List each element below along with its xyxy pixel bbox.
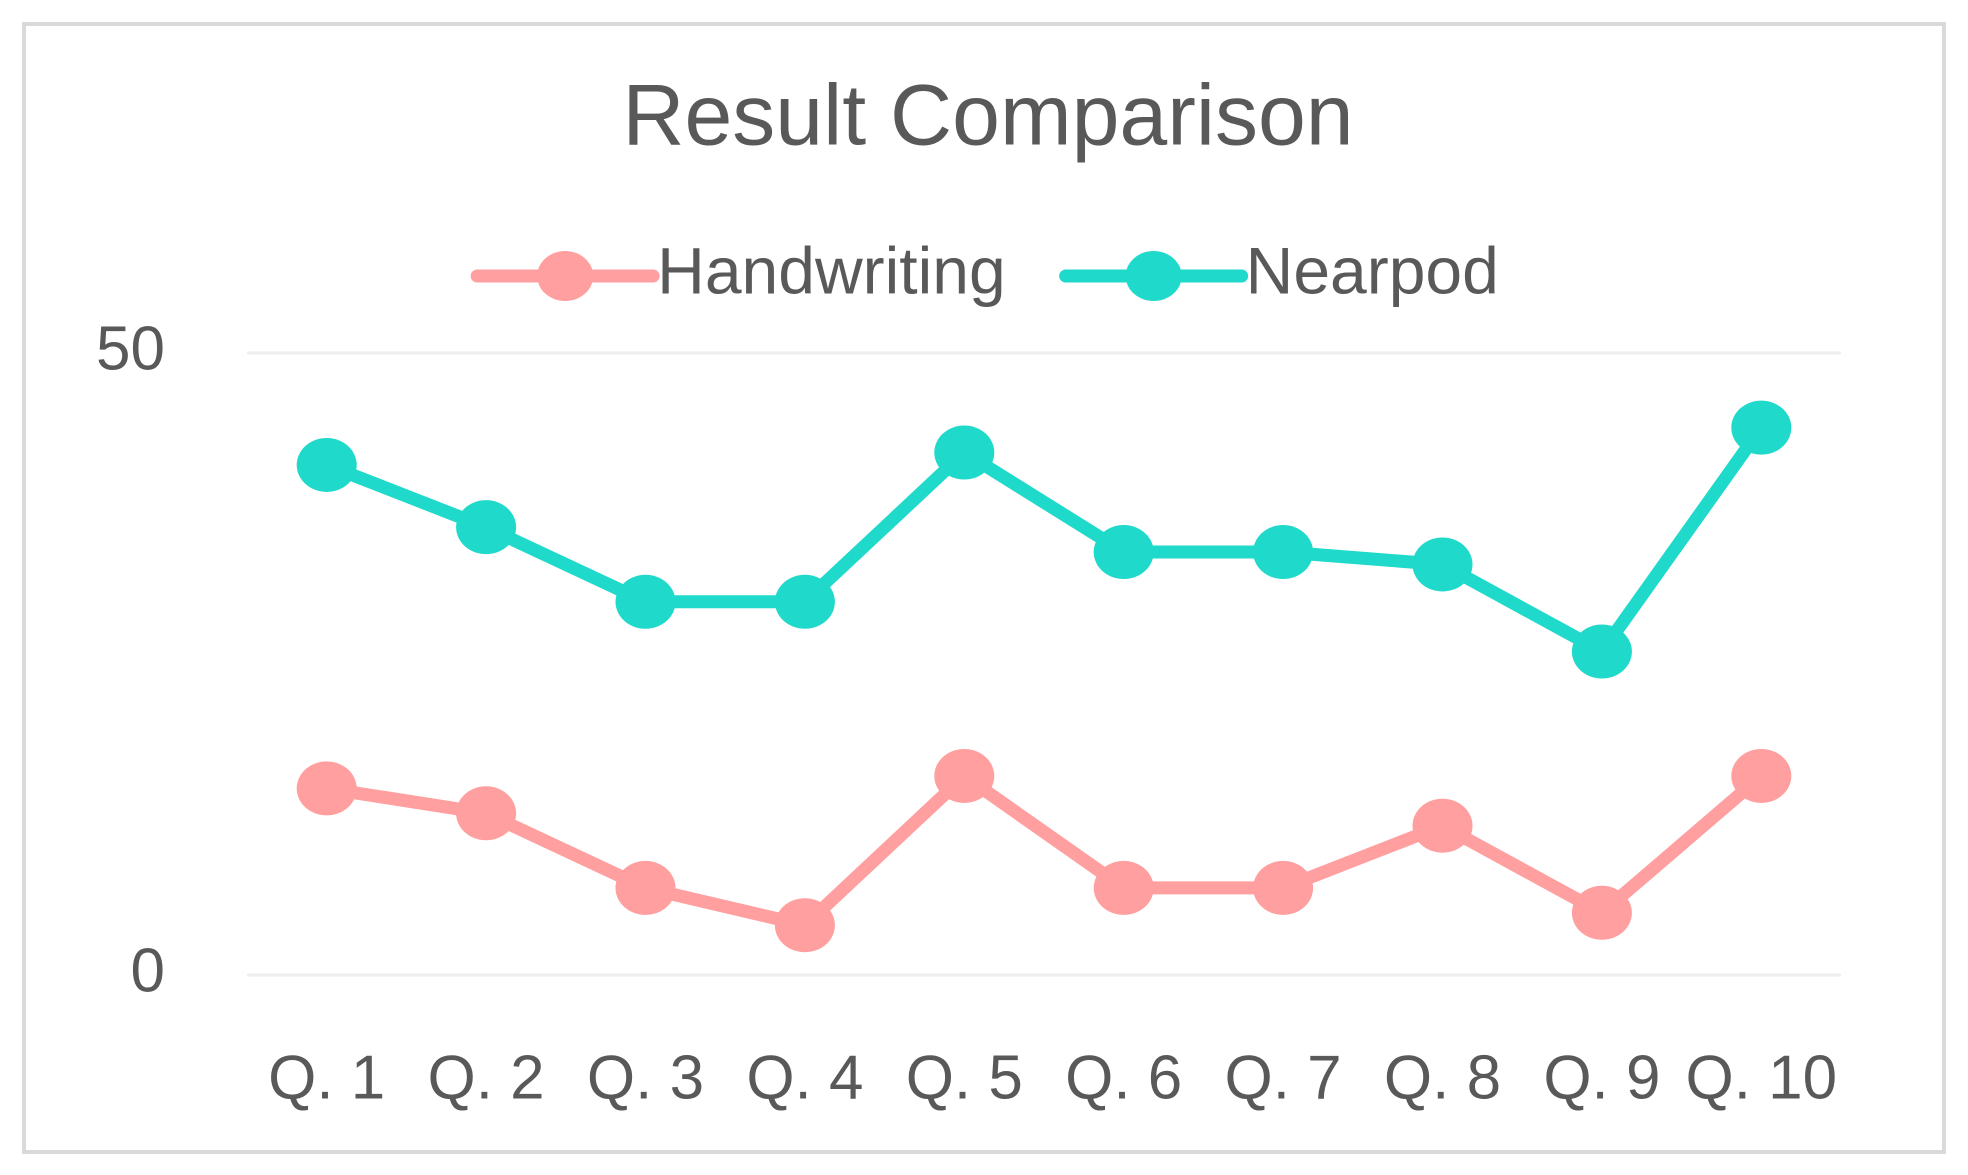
x-tick-label: Q. 6 xyxy=(1065,1043,1182,1112)
x-tick-label: Q. 10 xyxy=(1685,1043,1837,1112)
x-tick-label: Q. 7 xyxy=(1225,1043,1342,1112)
data-point xyxy=(774,574,835,629)
data-point xyxy=(1731,400,1792,455)
series-line xyxy=(324,423,1767,659)
x-tick-label: Q. 4 xyxy=(746,1043,863,1112)
chart-border xyxy=(22,22,1946,1154)
data-point xyxy=(615,574,676,629)
data-point xyxy=(456,786,517,841)
data-point xyxy=(1093,525,1154,580)
x-tick-label: Q. 1 xyxy=(268,1043,385,1112)
series-line xyxy=(325,769,1766,932)
data-point xyxy=(1093,860,1154,915)
data-point xyxy=(1412,537,1473,592)
legend-label: Nearpod xyxy=(1246,233,1499,307)
data-point xyxy=(1253,525,1314,580)
x-tick-label: Q. 5 xyxy=(906,1043,1023,1112)
data-point xyxy=(1253,860,1314,915)
data-point xyxy=(296,761,357,816)
legend-marker xyxy=(1125,251,1182,301)
x-tick-label: Q. 3 xyxy=(587,1043,704,1112)
data-point xyxy=(615,860,676,915)
x-tick-label: Q. 8 xyxy=(1384,1043,1501,1112)
data-point xyxy=(456,500,517,555)
data-point xyxy=(774,898,835,953)
x-tick-label: Q. 2 xyxy=(428,1043,545,1112)
data-point xyxy=(934,748,995,803)
data-point xyxy=(1571,885,1632,940)
data-point xyxy=(1412,798,1473,853)
legend: Handwriting Nearpod xyxy=(470,233,1499,307)
data-point xyxy=(934,425,995,480)
x-tick-label: Q. 9 xyxy=(1543,1043,1660,1112)
chart-title: Result Comparison xyxy=(622,68,1353,164)
data-point xyxy=(1571,624,1632,679)
y-tick-label: 0 xyxy=(131,936,165,1005)
legend-marker xyxy=(537,251,594,301)
data-point xyxy=(1731,748,1792,803)
y-tick-label: 50 xyxy=(96,314,165,383)
legend-label: Handwriting xyxy=(657,233,1006,307)
data-point xyxy=(296,437,357,492)
